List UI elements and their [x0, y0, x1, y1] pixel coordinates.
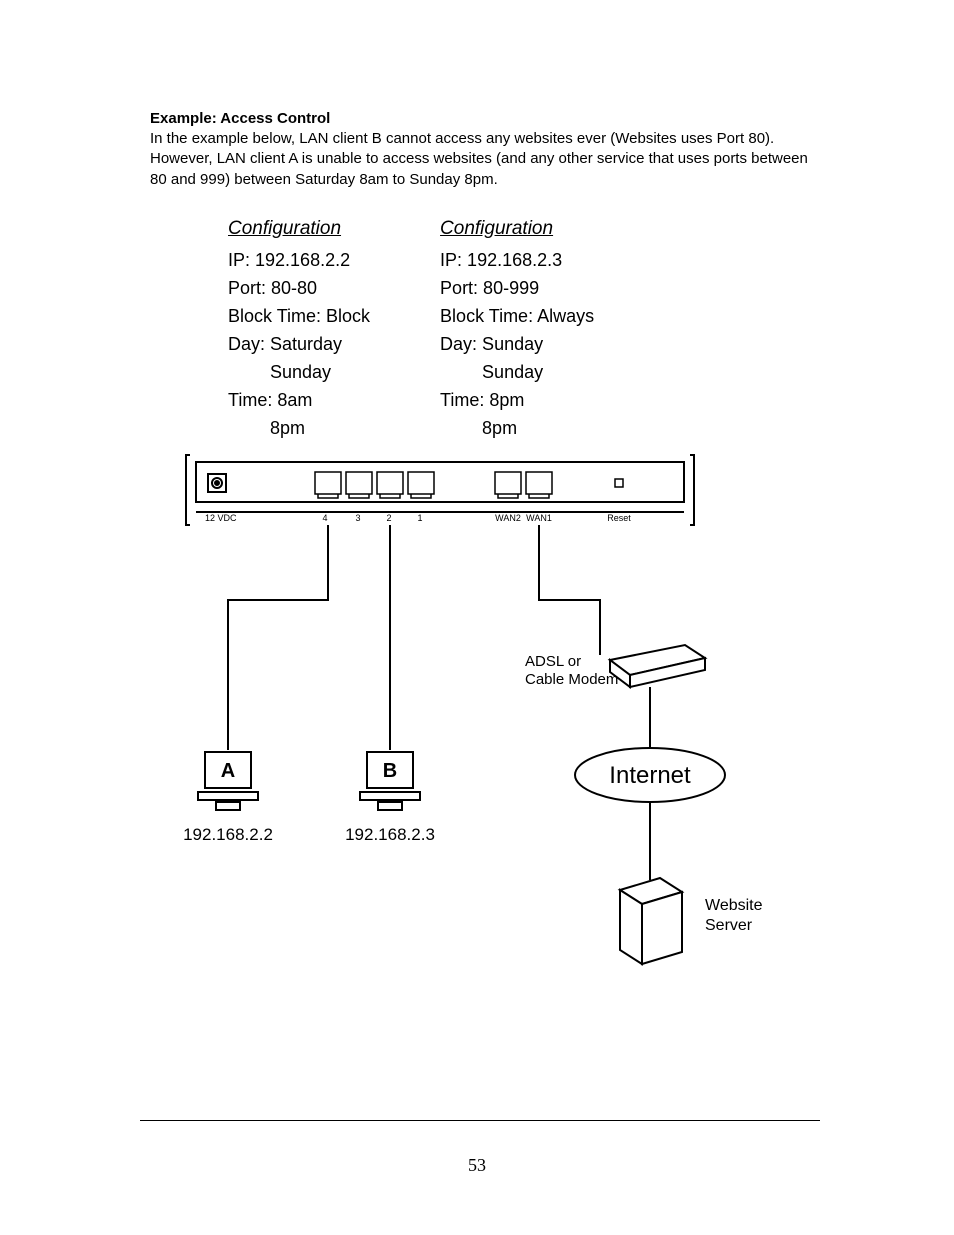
port4-label: 4	[322, 513, 327, 523]
cables	[228, 525, 600, 750]
config-a-day2: Sunday	[228, 359, 370, 387]
config-b-title: Configuration	[440, 214, 594, 243]
config-a-block: Block Time: Block	[228, 303, 370, 331]
server-label-2: Server	[705, 917, 753, 934]
client-b-ip: 192.168.2.3	[345, 825, 435, 844]
config-b-time2: 8pm	[440, 415, 594, 443]
reset-label: Reset	[607, 513, 631, 523]
internet-label: Internet	[609, 762, 691, 789]
config-a-title: Configuration	[228, 214, 370, 243]
port2-label: 2	[386, 513, 391, 523]
config-b-time1: Time: 8pm	[440, 387, 594, 415]
modem-label-2: Cable Modem	[525, 671, 618, 688]
config-b-ip: IP: 192.168.2.3	[440, 247, 594, 275]
config-b-port: Port: 80-999	[440, 275, 594, 303]
server-label-1: Website	[705, 897, 763, 914]
page-number: 53	[0, 1155, 954, 1176]
client-a-ip: 192.168.2.2	[183, 825, 273, 844]
modem-icon	[610, 645, 705, 687]
config-a-port: Port: 80-80	[228, 275, 370, 303]
section-body: In the example below, LAN client B canno…	[150, 129, 810, 190]
server-icon	[620, 878, 682, 964]
port3-label: 3	[355, 513, 360, 523]
wan2-label: WAN2	[495, 513, 521, 523]
config-b: Configuration IP: 192.168.2.3 Port: 80-9…	[440, 214, 594, 443]
client-b-label: B	[383, 760, 397, 782]
config-b-block: Block Time: Always	[440, 303, 594, 331]
config-a-time1: Time: 8am	[228, 387, 370, 415]
client-a-label: A	[221, 760, 235, 782]
footer-rule	[140, 1120, 820, 1121]
configuration-columns: Configuration IP: 192.168.2.2 Port: 80-8…	[228, 214, 810, 443]
config-a: Configuration IP: 192.168.2.2 Port: 80-8…	[228, 214, 370, 443]
config-a-ip: IP: 192.168.2.2	[228, 247, 370, 275]
modem-label-1: ADSL or	[525, 653, 581, 670]
wan1-label: WAN1	[526, 513, 552, 523]
network-diagram: 12 VDC 4 3 2 1 WAN2 WAN1 Reset	[150, 450, 810, 1010]
power-label: 12 VDC	[205, 513, 237, 523]
config-b-day1: Day: Sunday	[440, 331, 594, 359]
config-a-time2: 8pm	[228, 415, 370, 443]
config-a-day1: Day: Saturday	[228, 331, 370, 359]
config-b-day2: Sunday	[440, 359, 594, 387]
section-heading: Example: Access Control	[150, 110, 810, 127]
port1-label: 1	[417, 513, 422, 523]
